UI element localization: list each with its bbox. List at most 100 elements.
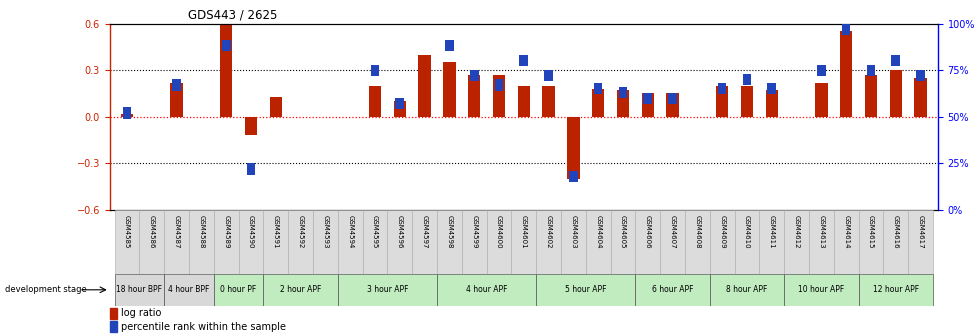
Bar	[369, 86, 380, 117]
Bar	[263, 274, 337, 306]
Bar	[269, 96, 282, 117]
Bar	[213, 274, 263, 306]
Bar	[891, 55, 899, 67]
Bar	[393, 101, 406, 117]
Bar	[139, 210, 164, 274]
Text: GSM4612: GSM4612	[793, 215, 799, 249]
Bar	[418, 54, 430, 117]
Text: GSM4603: GSM4603	[570, 215, 576, 249]
Bar	[765, 90, 778, 117]
Bar	[462, 210, 486, 274]
Bar	[313, 210, 337, 274]
Text: GSM4615: GSM4615	[867, 215, 873, 249]
Text: GSM4602: GSM4602	[545, 215, 551, 249]
Bar	[213, 210, 239, 274]
Bar	[734, 210, 759, 274]
Bar	[120, 114, 133, 117]
Text: 12 hour APF: 12 hour APF	[871, 285, 917, 294]
Bar	[189, 210, 213, 274]
Bar	[815, 83, 826, 117]
Bar	[486, 210, 511, 274]
Bar	[443, 62, 455, 117]
Bar	[668, 92, 676, 104]
Bar	[783, 210, 808, 274]
Bar	[542, 86, 555, 117]
Bar	[915, 70, 924, 81]
Bar	[517, 86, 529, 117]
Bar	[783, 274, 858, 306]
Text: GSM4611: GSM4611	[768, 215, 774, 249]
Bar	[635, 210, 659, 274]
Bar	[114, 210, 139, 274]
Text: 3 hour APF: 3 hour APF	[366, 285, 408, 294]
Bar	[709, 274, 783, 306]
Bar	[445, 40, 453, 51]
Bar	[536, 210, 560, 274]
Bar	[239, 210, 263, 274]
Bar	[560, 210, 585, 274]
Bar	[170, 83, 183, 117]
Bar	[492, 75, 505, 117]
Bar	[172, 80, 181, 91]
Text: GSM4589: GSM4589	[223, 215, 229, 249]
Text: GSM4590: GSM4590	[247, 215, 253, 249]
Bar	[635, 274, 709, 306]
Bar	[709, 210, 734, 274]
Text: GSM4597: GSM4597	[422, 215, 427, 249]
Bar	[882, 210, 908, 274]
Text: GSM4586: GSM4586	[149, 215, 155, 249]
Bar	[220, 24, 232, 117]
Bar	[864, 75, 876, 117]
Text: GSM4613: GSM4613	[818, 215, 823, 249]
Bar	[436, 274, 536, 306]
Bar	[767, 83, 776, 94]
Bar	[659, 210, 685, 274]
Bar	[759, 210, 783, 274]
Bar	[337, 274, 436, 306]
Text: GSM4587: GSM4587	[173, 215, 179, 249]
Bar	[110, 308, 117, 319]
Bar	[412, 210, 436, 274]
Text: GSM4595: GSM4595	[372, 215, 378, 249]
Text: GSM4585: GSM4585	[124, 215, 130, 249]
Text: GSM4607: GSM4607	[669, 215, 675, 249]
Text: development stage: development stage	[5, 285, 87, 294]
Bar	[568, 171, 577, 182]
Bar	[643, 92, 651, 104]
Bar	[263, 210, 288, 274]
Text: 10 hour APF: 10 hour APF	[797, 285, 844, 294]
Bar	[244, 117, 257, 135]
Bar	[288, 210, 313, 274]
Bar	[841, 24, 850, 35]
Text: 6 hour APF: 6 hour APF	[651, 285, 692, 294]
Bar	[110, 322, 117, 332]
Text: GSM4617: GSM4617	[916, 215, 922, 249]
Text: GSM4596: GSM4596	[396, 215, 402, 249]
Text: GSM4594: GSM4594	[347, 215, 353, 249]
Bar	[685, 210, 709, 274]
Bar	[833, 210, 858, 274]
Bar	[858, 274, 932, 306]
Text: GSM4604: GSM4604	[595, 215, 600, 249]
Bar	[362, 210, 387, 274]
Text: GSM4593: GSM4593	[322, 215, 328, 249]
Bar	[610, 210, 635, 274]
Bar	[469, 70, 478, 81]
Text: 18 hour BPF: 18 hour BPF	[116, 285, 162, 294]
Bar	[913, 78, 926, 117]
Text: GSM4610: GSM4610	[743, 215, 749, 249]
Text: 0 hour PF: 0 hour PF	[220, 285, 256, 294]
Bar	[544, 70, 553, 81]
Text: 4 hour APF: 4 hour APF	[466, 285, 507, 294]
Bar	[494, 80, 503, 91]
Bar	[337, 210, 362, 274]
Bar	[387, 210, 412, 274]
Bar	[519, 55, 527, 67]
Bar	[742, 74, 750, 85]
Text: GSM4605: GSM4605	[619, 215, 625, 249]
Text: GSM4601: GSM4601	[520, 215, 526, 249]
Bar	[717, 83, 726, 94]
Bar	[436, 210, 462, 274]
Bar	[817, 65, 824, 76]
Bar	[858, 210, 882, 274]
